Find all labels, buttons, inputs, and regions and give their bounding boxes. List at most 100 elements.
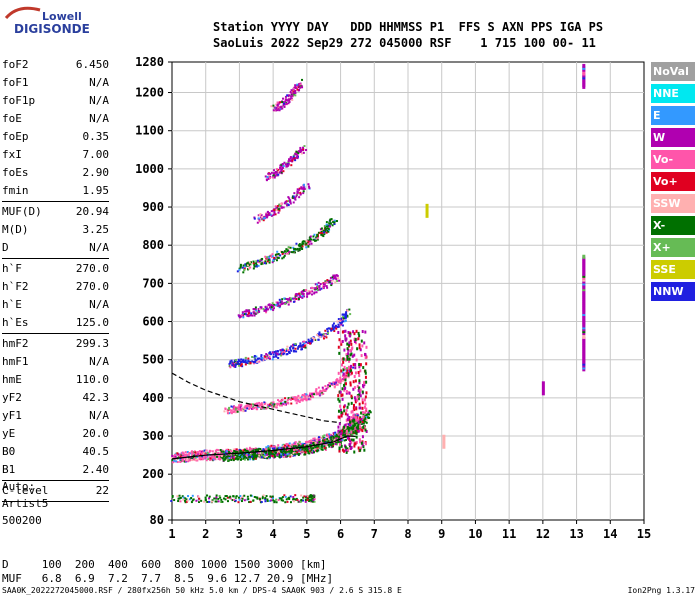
echo-mark — [344, 319, 347, 322]
echo-mark — [234, 454, 237, 457]
echo-mark — [285, 102, 288, 105]
echo-mark — [245, 449, 248, 452]
echo-mark — [255, 264, 258, 267]
echo-mark — [296, 399, 299, 402]
echo-mark — [347, 365, 350, 369]
echo-mark — [310, 447, 313, 450]
echo-mark — [253, 356, 256, 359]
echo-mark — [255, 260, 258, 263]
model-curve-dashed — [171, 372, 341, 424]
echo-mark — [294, 196, 297, 199]
echo-mark — [340, 321, 343, 324]
echo-mark — [355, 441, 358, 445]
echo-mark — [331, 325, 334, 328]
echo-mark — [175, 460, 178, 463]
echo-mark — [242, 359, 245, 362]
echo-mark — [258, 401, 261, 404]
echo-mark — [288, 197, 291, 200]
echo-mark — [274, 174, 277, 177]
echo-mark — [299, 445, 302, 448]
echo-mark — [292, 250, 295, 253]
echo-mark — [288, 158, 291, 161]
digisonde-logo: Lowell DIGISONDE — [4, 4, 104, 44]
echo-mark — [357, 427, 360, 431]
echo-mark — [191, 499, 194, 502]
echo-mark — [295, 195, 298, 198]
echo-mark — [350, 425, 353, 428]
echo-mark — [296, 193, 299, 196]
echo-mark — [313, 291, 316, 294]
echo-mark — [176, 461, 179, 464]
echo-mark — [264, 500, 267, 503]
echo-mark — [275, 168, 278, 171]
echo-mark — [277, 252, 280, 255]
echo-mark — [256, 402, 259, 405]
echo-mark — [352, 426, 355, 430]
echo-mark — [302, 292, 305, 295]
echo-mark — [311, 293, 314, 296]
echo-mark — [353, 353, 356, 357]
echo-mark — [208, 497, 211, 500]
echo-mark — [322, 283, 325, 286]
echo-mark — [248, 362, 251, 365]
echo-mark — [316, 441, 319, 444]
echo-mark — [243, 499, 246, 502]
echo-mark — [293, 350, 296, 353]
echo-mark — [257, 310, 260, 313]
echo-mark — [256, 497, 259, 500]
echo-mark — [342, 357, 345, 361]
echo-mark — [244, 405, 247, 408]
echo-mark — [215, 494, 218, 497]
echo-mark — [335, 437, 338, 440]
echo-mark — [311, 286, 314, 289]
echo-mark — [243, 453, 246, 456]
echo-mark — [282, 104, 285, 107]
echo-mark — [316, 449, 319, 452]
echo-mark — [262, 219, 265, 222]
echo-mark — [244, 498, 247, 501]
echo-mark — [365, 415, 368, 418]
logo-digisonde: DIGISONDE — [14, 22, 90, 36]
echo-mark — [331, 439, 334, 442]
x-tick-label: 8 — [404, 527, 411, 541]
echo-mark — [293, 157, 296, 160]
echo-mark — [325, 227, 328, 230]
echo-mark — [274, 352, 277, 355]
echo-mark — [187, 495, 190, 498]
echo-mark — [191, 450, 194, 453]
echo-mark — [312, 443, 315, 446]
echo-mark — [187, 460, 190, 463]
echo-mark — [285, 348, 288, 351]
echo-mark — [253, 265, 256, 268]
echo-mark — [265, 452, 268, 455]
echo-mark — [236, 270, 239, 273]
echo-mark — [313, 498, 316, 501]
muf-distance-row: D 100 200 400 600 800 1000 1500 3000 [km… — [2, 558, 327, 571]
echo-mark — [247, 498, 250, 501]
echo-mark — [233, 361, 236, 364]
echo-mark — [306, 446, 309, 449]
echo-mark — [262, 407, 265, 410]
echo-mark — [328, 437, 331, 440]
echo-mark — [367, 411, 370, 414]
echo-mark — [267, 455, 270, 458]
echo-mark — [346, 417, 349, 421]
echo-mark — [326, 286, 329, 289]
echo-mark — [307, 240, 310, 243]
echo-mark — [318, 440, 321, 443]
echo-mark — [364, 442, 367, 446]
echo-mark — [198, 455, 201, 458]
echo-mark — [237, 496, 240, 499]
echo-mark — [284, 100, 287, 103]
echo-mark — [337, 425, 340, 429]
echo-mark — [195, 459, 198, 462]
echo-mark — [344, 427, 347, 430]
echo-mark — [294, 344, 297, 347]
echo-mark — [251, 360, 254, 363]
echo-mark — [276, 447, 279, 450]
param-row-hf2: h`F2 270.0 — [2, 278, 109, 296]
echo-mark — [355, 414, 358, 417]
echo-mark — [350, 369, 353, 373]
echo-mark — [288, 159, 291, 162]
echo-mark — [336, 378, 339, 381]
